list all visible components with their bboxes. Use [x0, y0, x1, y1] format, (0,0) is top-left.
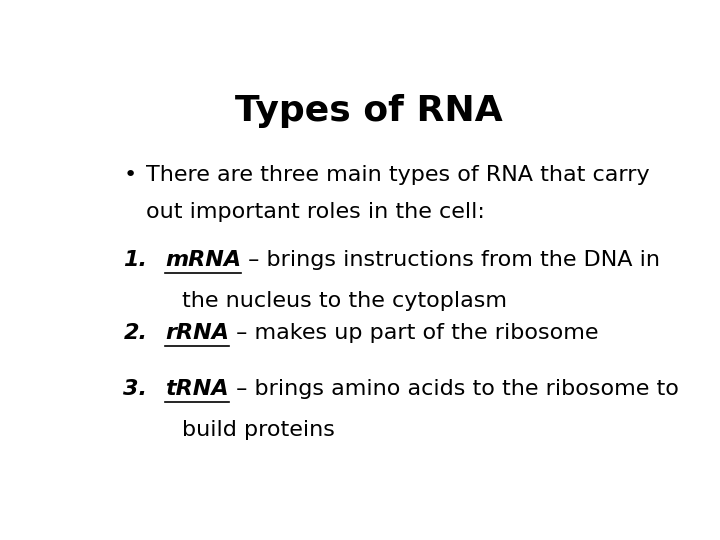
Text: •: • — [124, 165, 137, 185]
Text: – brings amino acids to the ribosome to: – brings amino acids to the ribosome to — [229, 379, 679, 399]
Text: out important roles in the cell:: out important roles in the cell: — [145, 202, 485, 222]
Text: rRNA: rRNA — [166, 322, 230, 342]
Text: There are three main types of RNA that carry: There are three main types of RNA that c… — [145, 165, 649, 185]
Text: – makes up part of the ribosome: – makes up part of the ribosome — [230, 322, 599, 342]
Text: – brings instructions from the DNA in: – brings instructions from the DNA in — [241, 250, 660, 270]
Text: mRNA: mRNA — [166, 250, 241, 270]
Text: build proteins: build proteins — [182, 420, 335, 440]
Text: 1.: 1. — [124, 250, 148, 270]
Text: tRNA: tRNA — [166, 379, 229, 399]
Text: 2.: 2. — [124, 322, 148, 342]
Text: the nucleus to the cytoplasm: the nucleus to the cytoplasm — [182, 292, 507, 312]
Text: Types of RNA: Types of RNA — [235, 94, 503, 128]
Text: 3.: 3. — [124, 379, 148, 399]
